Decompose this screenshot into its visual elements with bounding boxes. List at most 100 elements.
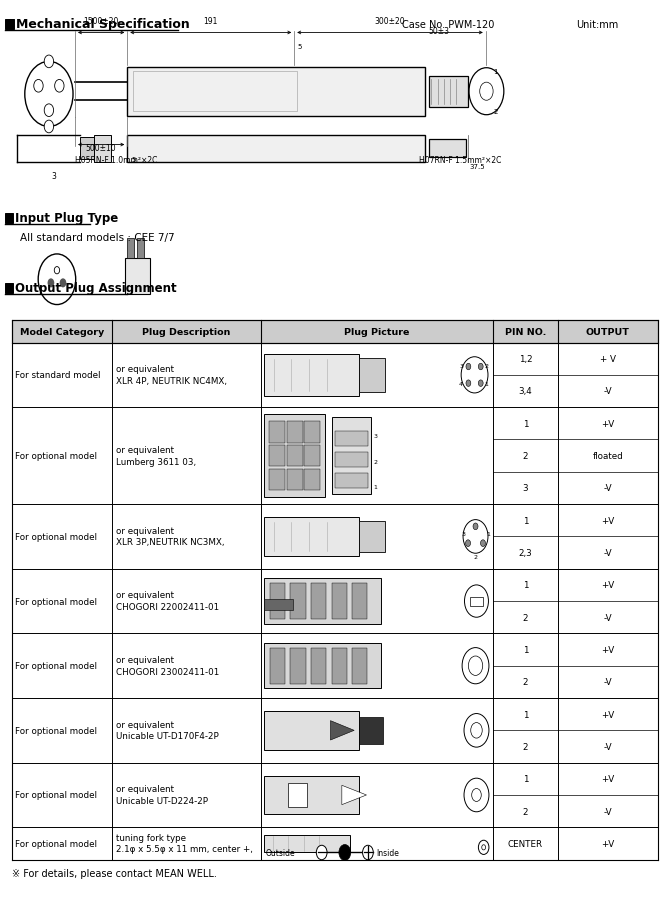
- Text: or equivalent: or equivalent: [115, 656, 174, 664]
- Bar: [470, 597, 482, 606]
- Bar: [359, 358, 385, 392]
- Text: For optional model: For optional model: [15, 662, 97, 670]
- Bar: [335, 473, 368, 489]
- Text: or equivalent: or equivalent: [115, 720, 174, 729]
- Bar: [291, 647, 306, 684]
- Bar: [127, 238, 134, 258]
- Text: or equivalent: or equivalent: [115, 365, 174, 374]
- Text: 1: 1: [523, 646, 528, 655]
- Text: or equivalent: or equivalent: [115, 445, 174, 454]
- Text: -V: -V: [604, 677, 612, 686]
- Bar: [94, 135, 111, 163]
- Bar: [137, 238, 144, 258]
- Bar: [352, 647, 367, 684]
- Text: -V: -V: [604, 387, 612, 396]
- Text: Plug Description: Plug Description: [142, 328, 230, 336]
- Circle shape: [44, 121, 54, 134]
- Text: +V: +V: [601, 775, 614, 784]
- Text: 2.1φ x 5.5φ x 11 mm, center +,: 2.1φ x 5.5φ x 11 mm, center +,: [115, 844, 253, 853]
- Polygon shape: [330, 721, 354, 740]
- Text: For optional model: For optional model: [15, 533, 97, 541]
- Text: For standard model: For standard model: [15, 371, 101, 380]
- Text: 5: 5: [132, 157, 136, 163]
- Polygon shape: [342, 786, 366, 805]
- Bar: [359, 717, 383, 744]
- Circle shape: [466, 380, 471, 387]
- Text: H07RN-F 1.5mm²×2C: H07RN-F 1.5mm²×2C: [419, 155, 501, 164]
- Bar: [125, 258, 150, 294]
- Text: 1: 1: [523, 775, 528, 784]
- Text: 2: 2: [523, 806, 528, 815]
- Bar: [264, 579, 381, 624]
- Circle shape: [466, 540, 470, 547]
- Bar: [269, 422, 285, 443]
- Text: 2: 2: [523, 452, 528, 461]
- Text: Model Category: Model Category: [20, 328, 105, 336]
- Text: 2: 2: [484, 364, 488, 369]
- Circle shape: [478, 364, 483, 370]
- Text: 191: 191: [204, 17, 218, 26]
- Bar: [5, 20, 14, 30]
- Text: 3: 3: [373, 433, 377, 439]
- Text: For optional model: For optional model: [15, 597, 97, 606]
- Circle shape: [44, 56, 54, 69]
- Text: 5: 5: [297, 44, 302, 50]
- Text: 1: 1: [523, 710, 528, 719]
- Bar: [332, 647, 347, 684]
- Text: 2: 2: [494, 109, 498, 115]
- Text: 2: 2: [523, 742, 528, 751]
- Circle shape: [316, 845, 327, 860]
- Text: -V: -V: [604, 613, 612, 622]
- Text: 4: 4: [459, 382, 463, 387]
- Text: 2: 2: [473, 554, 477, 560]
- Text: 2: 2: [523, 677, 528, 686]
- Bar: [304, 422, 320, 443]
- Text: 50±3: 50±3: [429, 27, 450, 36]
- Text: floated: floated: [592, 452, 623, 461]
- Bar: [352, 583, 367, 619]
- Text: 1: 1: [523, 517, 528, 526]
- Bar: [359, 521, 385, 553]
- Text: -V: -V: [604, 548, 612, 557]
- Text: 1: 1: [523, 581, 528, 590]
- Text: +V: +V: [601, 839, 614, 848]
- Bar: [332, 583, 347, 619]
- Bar: [269, 445, 285, 467]
- Bar: [304, 469, 320, 490]
- Text: 1500±20: 1500±20: [84, 17, 119, 26]
- Text: 2,3: 2,3: [519, 548, 533, 557]
- Circle shape: [466, 364, 471, 370]
- Text: -V: -V: [604, 484, 612, 493]
- Text: ※ For details, please contact MEAN WELL.: ※ For details, please contact MEAN WELL.: [12, 868, 217, 879]
- Bar: [287, 469, 303, 490]
- Text: Plug Picture: Plug Picture: [344, 328, 409, 336]
- Text: CHOGORI 23002411-01: CHOGORI 23002411-01: [115, 667, 219, 675]
- Text: Case No. PWM-120: Case No. PWM-120: [402, 20, 494, 30]
- Text: 2: 2: [373, 459, 377, 464]
- Text: or equivalent: or equivalent: [115, 526, 174, 535]
- Text: All standard models : CEE 7/7: All standard models : CEE 7/7: [20, 232, 175, 243]
- Bar: [291, 583, 306, 619]
- Text: -V: -V: [604, 806, 612, 815]
- Text: XLR 4P, NEUTRIK NC4MX,: XLR 4P, NEUTRIK NC4MX,: [115, 377, 226, 386]
- Bar: [270, 583, 285, 619]
- Text: 3: 3: [523, 484, 529, 493]
- Text: For optional model: For optional model: [15, 452, 97, 461]
- Text: Unit:mm: Unit:mm: [576, 20, 618, 30]
- Bar: [264, 834, 350, 852]
- Text: 1: 1: [523, 419, 528, 428]
- Text: 1: 1: [373, 485, 377, 489]
- Text: OUTPUT: OUTPUT: [586, 328, 630, 336]
- Text: -V: -V: [604, 742, 612, 751]
- Bar: [335, 452, 368, 468]
- Bar: [429, 77, 468, 107]
- Text: CHOGORI 22002411-01: CHOGORI 22002411-01: [115, 602, 218, 611]
- Text: 3: 3: [51, 172, 56, 181]
- Text: + V: + V: [600, 355, 616, 364]
- Bar: [264, 712, 359, 749]
- Text: Input Plug Type: Input Plug Type: [15, 212, 119, 225]
- Text: 37.5: 37.5: [469, 164, 484, 170]
- Bar: [264, 599, 293, 610]
- Text: PIN NO.: PIN NO.: [505, 328, 546, 336]
- Text: 3: 3: [462, 532, 466, 536]
